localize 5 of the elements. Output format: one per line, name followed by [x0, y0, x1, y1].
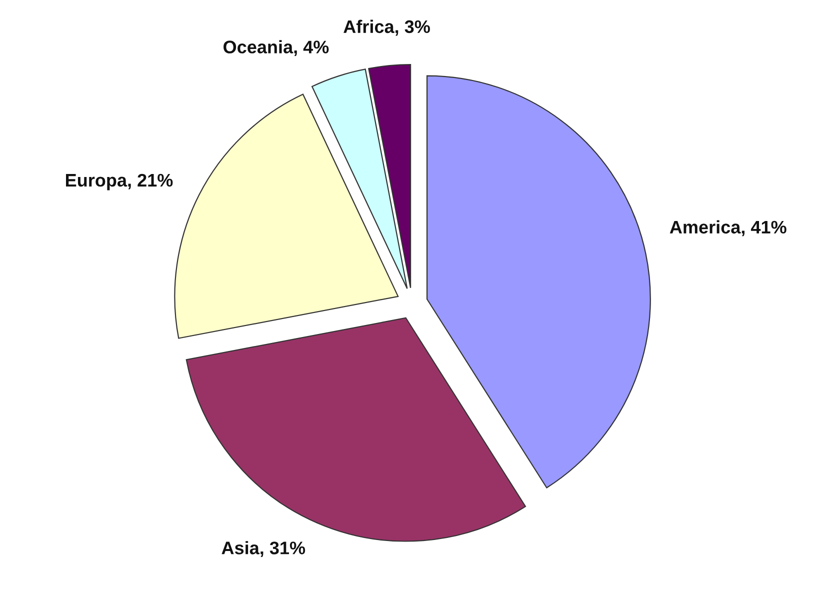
slice-label: Asia, 31% [222, 541, 306, 557]
slice-label: Europa, 21% [66, 174, 173, 190]
slice-label: Africa, 3% [344, 20, 430, 36]
slice-label: America, 41% [670, 220, 786, 236]
slice-label: Oceania, 4% [224, 40, 329, 56]
